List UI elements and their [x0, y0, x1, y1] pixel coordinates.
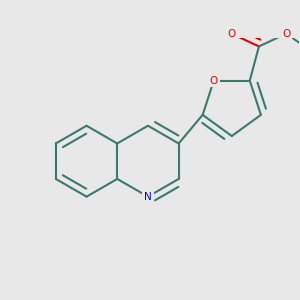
Text: N: N	[144, 192, 152, 202]
Text: O: O	[282, 29, 290, 39]
Text: O: O	[210, 76, 218, 86]
Text: O: O	[227, 29, 236, 39]
